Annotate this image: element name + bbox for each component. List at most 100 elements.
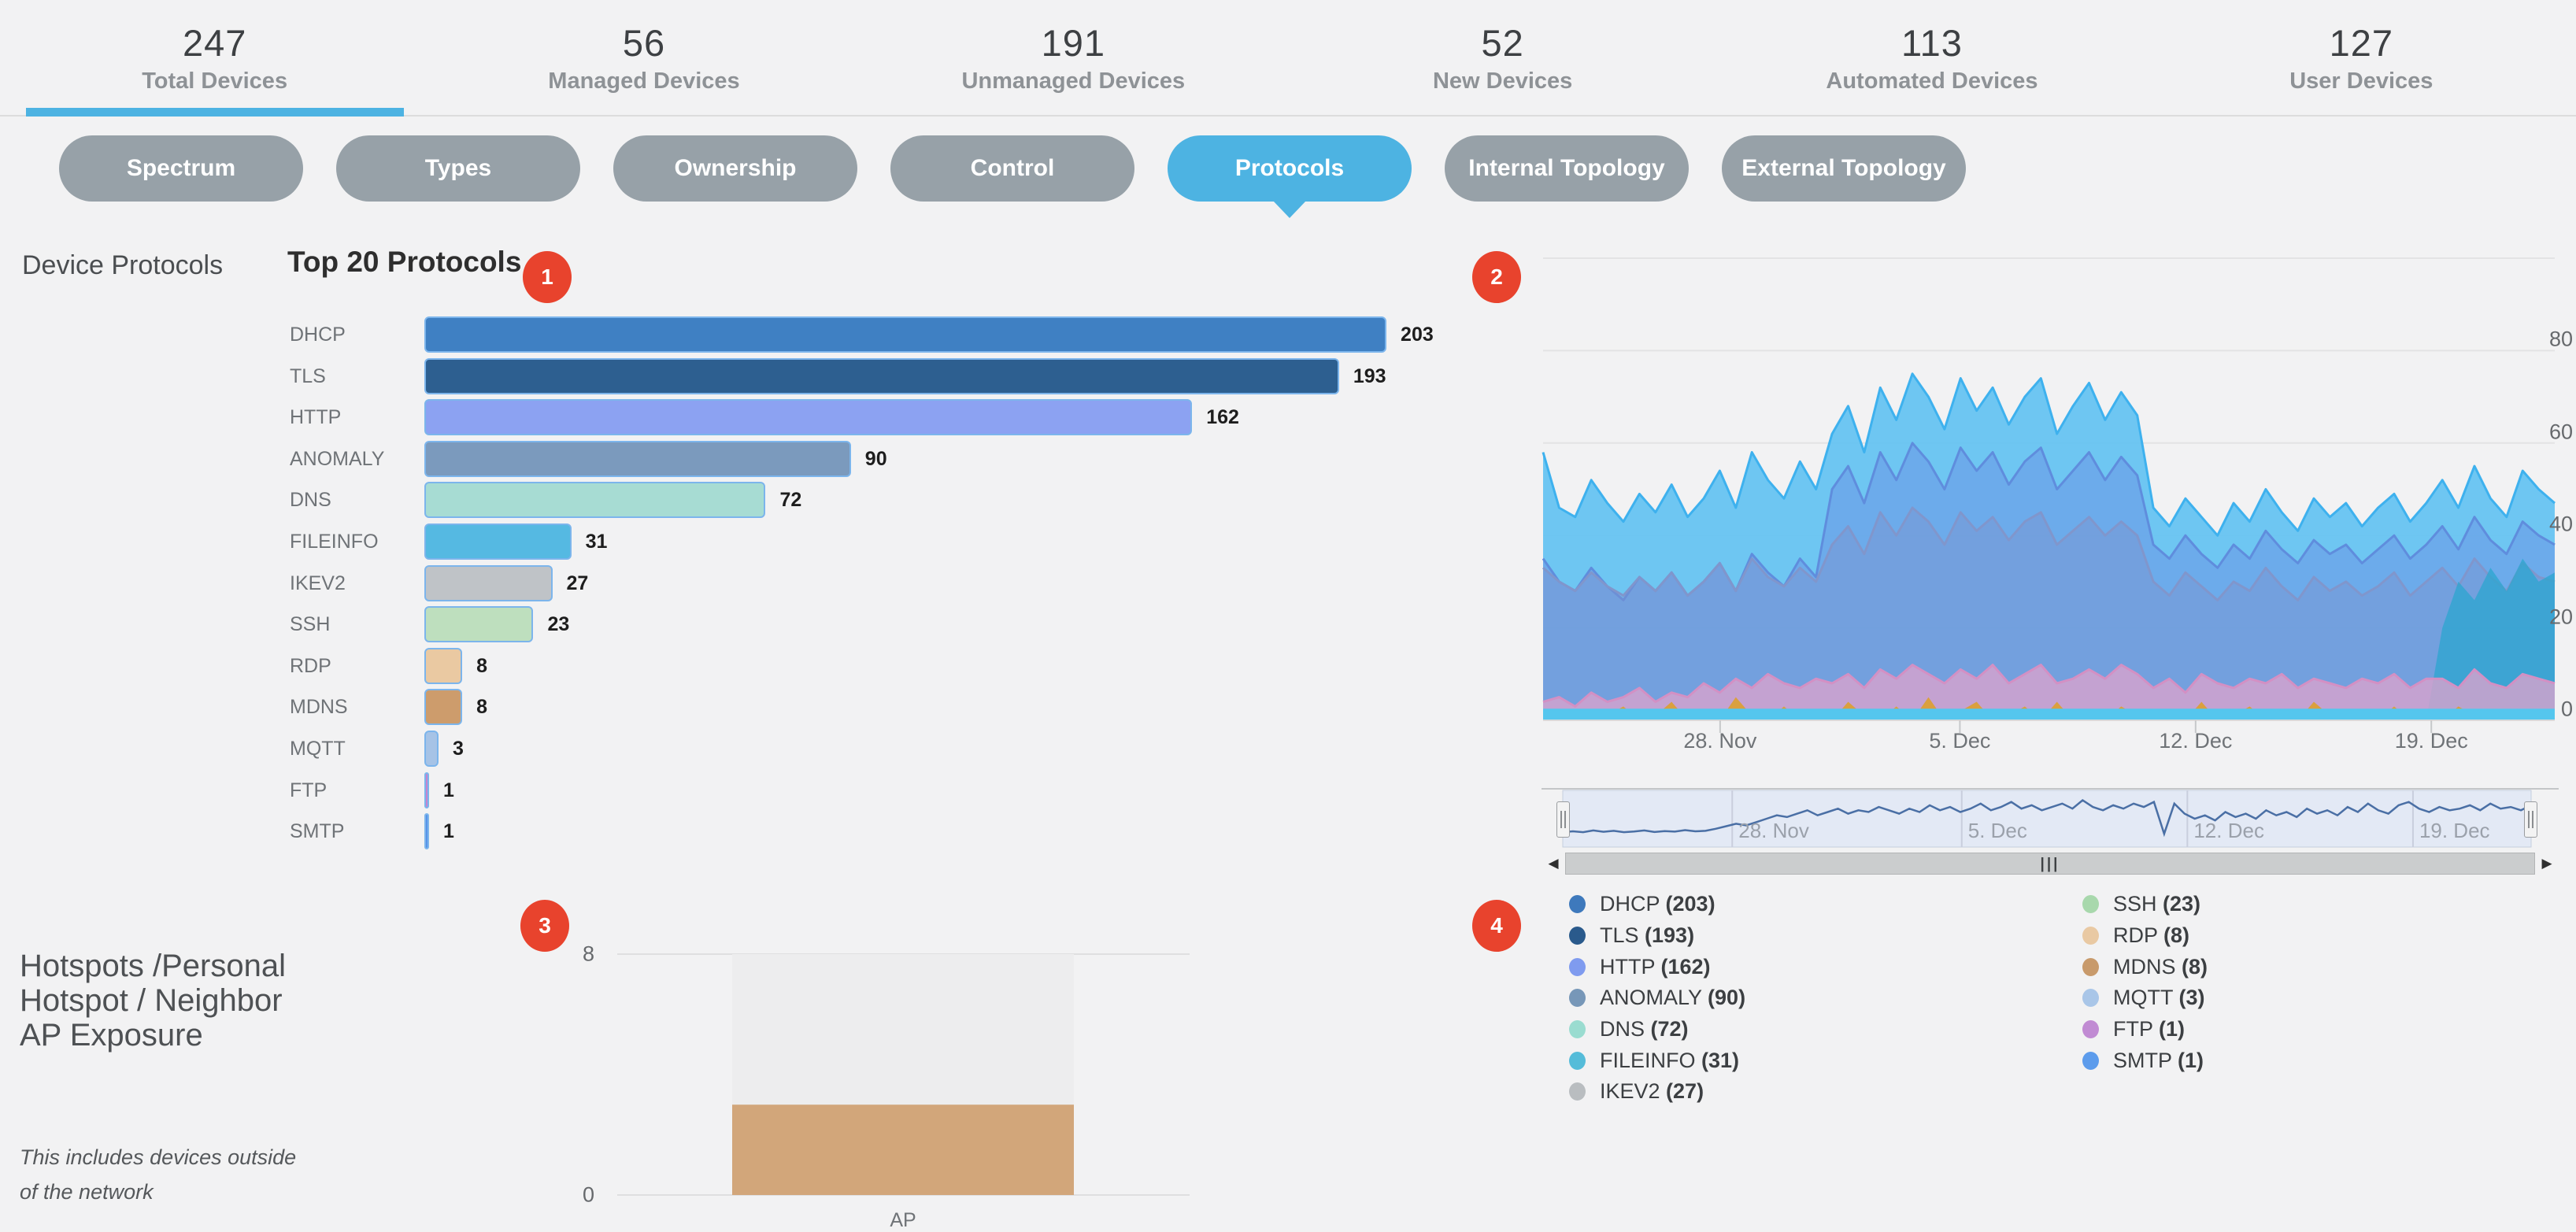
bar-ikev2[interactable] — [424, 564, 553, 601]
legend-label-smtp: SMTP (1) — [2113, 1048, 2204, 1072]
area-series-fileinfo-activity[interactable] — [1543, 708, 2555, 720]
legend-item-ikev2[interactable]: IKEV2 (27) — [1569, 1076, 1745, 1108]
area-y-tick-40: 40 — [2548, 512, 2573, 536]
bar-label-mdns: MDNS — [290, 696, 348, 719]
bar-anomaly[interactable] — [424, 440, 851, 477]
bar-label-tls: TLS — [290, 364, 326, 387]
bar-rdp[interactable] — [424, 647, 463, 684]
legend-item-rdp[interactable]: RDP (8) — [2082, 920, 2208, 952]
legend-item-smtp[interactable]: SMTP (1) — [2082, 1045, 2208, 1076]
bar-value-dhcp: 203 — [1401, 324, 1434, 346]
area-series-anomaly-activity[interactable] — [1543, 664, 2555, 720]
bar-label-rdp: RDP — [290, 654, 331, 677]
legend-label-fileinfo: FILEINFO (31) — [1600, 1048, 1740, 1072]
stat-label: Automated Devices — [1826, 68, 2038, 94]
stat-automated-devices[interactable]: 113 Automated Devices — [1717, 0, 2146, 115]
legend-item-fileinfo[interactable]: FILEINFO (31) — [1569, 1045, 1745, 1076]
navigator-handle-right[interactable] — [2524, 801, 2537, 838]
bar-smtp[interactable] — [424, 813, 430, 850]
legend-label-dhcp: DHCP (203) — [1600, 892, 1715, 916]
bar-label-dns: DNS — [290, 489, 331, 512]
stats-bar: 247 Total Devices 56 Managed Devices 191 Unma… — [0, 0, 2576, 117]
bar-label-smtp: SMTP — [290, 820, 345, 843]
area-series-dhcp-activity[interactable] — [1543, 442, 2555, 720]
legend-item-dhcp[interactable]: DHCP (203) — [1569, 889, 1745, 920]
annotation-marker-2: 2 — [1472, 251, 1521, 303]
bar-dns[interactable] — [424, 482, 766, 519]
navigator-date-19-dec: 19. Dec — [2419, 819, 2490, 842]
tab-spectrum[interactable]: Spectrum — [59, 135, 303, 202]
stat-new-devices[interactable]: 52 New Devices — [1288, 0, 1717, 115]
stat-label: Managed Devices — [548, 68, 740, 94]
legend-item-tls[interactable]: TLS (193) — [1569, 920, 1745, 952]
bar-label-http: HTTP — [290, 406, 342, 429]
area-x-tick-28-nov: 28. Nov — [1683, 729, 1757, 753]
hotspot-exposure-chart[interactable] — [606, 945, 1205, 1212]
stat-value: 52 — [1481, 21, 1524, 64]
bar-value-rdp: 8 — [476, 654, 488, 677]
legend-item-mqtt[interactable]: MQTT (3) — [2082, 982, 2208, 1014]
bar-ftp[interactable] — [424, 771, 430, 808]
navigator-handle-left[interactable] — [1556, 801, 1570, 838]
tab-ownership[interactable]: Ownership — [613, 135, 857, 202]
legend-dot-mqtt — [2082, 989, 2099, 1008]
legend-dot-smtp — [2082, 1051, 2099, 1070]
legend-dot-http — [1569, 957, 1586, 976]
stat-value: 247 — [182, 21, 247, 64]
tab-control[interactable]: Control — [890, 135, 1134, 202]
area-x-tick-12-dec: 12. Dec — [2159, 729, 2233, 753]
legend-item-ssh[interactable]: SSH (23) — [2082, 889, 2208, 920]
tab-protocols[interactable]: Protocols — [1168, 135, 1412, 202]
legend-label-ssh: SSH (23) — [2113, 892, 2201, 916]
legend-dot-ikev2 — [1569, 1082, 1586, 1101]
scrollbar-right-arrow-icon[interactable]: ▶ — [2541, 856, 2552, 871]
scrollbar-grip-icon[interactable]: ||| — [2040, 855, 2060, 872]
hotspot-section-note: This includes devices outside of the net… — [20, 1145, 297, 1204]
stat-total-devices[interactable]: 247 Total Devices — [0, 0, 429, 117]
bar-mdns[interactable] — [424, 689, 463, 726]
bar-value-fileinfo: 31 — [585, 531, 608, 553]
stat-label: New Devices — [1432, 68, 1573, 94]
bar-value-mdns: 8 — [476, 696, 488, 719]
bar-label-ssh: SSH — [290, 613, 331, 636]
bar-dhcp[interactable] — [424, 316, 1387, 353]
stat-managed-devices[interactable]: 56 Managed Devices — [429, 0, 858, 115]
ap-exposure-bar[interactable] — [732, 1104, 1074, 1195]
bar-fileinfo[interactable] — [424, 524, 572, 560]
protocol-legend-col-2: SSH (23) RDP (8) MDNS (8) MQTT (3) FTP (1) SM… — [2082, 889, 2208, 1076]
scrollbar-left-arrow-icon[interactable]: ◀ — [1548, 856, 1559, 871]
bar-value-ftp: 1 — [443, 779, 454, 801]
legend-item-ftp[interactable]: FTP (1) — [2082, 1014, 2208, 1045]
tab-external-topology[interactable]: External Topology — [1722, 135, 1966, 202]
legend-item-dns[interactable]: DNS (72) — [1569, 1014, 1745, 1045]
scrollbar-track[interactable]: ||| — [1565, 853, 2535, 875]
stat-value: 56 — [622, 21, 666, 64]
bar-tls[interactable] — [424, 357, 1339, 394]
stat-unmanaged-devices[interactable]: 191 Unmanaged Devices — [859, 0, 1288, 115]
range-navigator[interactable] — [1542, 787, 2559, 850]
legend-dot-tls — [1569, 927, 1586, 945]
bar-http[interactable] — [424, 399, 1193, 436]
tab-types[interactable]: Types — [336, 135, 580, 202]
stat-label: Total Devices — [142, 68, 288, 94]
area-y-tick-80: 80 — [2548, 327, 2573, 351]
view-tabs: Spectrum Types Ownership Control Protocols In… — [59, 135, 1966, 202]
area-y-tick-0: 0 — [2560, 697, 2573, 721]
legend-item-mdns[interactable]: MDNS (8) — [2082, 951, 2208, 982]
tab-internal-topology[interactable]: Internal Topology — [1445, 135, 1689, 202]
hotspot-x-label: AP — [890, 1209, 916, 1231]
bar-value-anomaly: 90 — [864, 447, 887, 470]
bar-label-ftp: FTP — [290, 779, 328, 801]
area-series-tls-activity[interactable] — [1543, 508, 2555, 720]
bar-ssh[interactable] — [424, 606, 534, 643]
hotspot-y-tick-8: 8 — [582, 942, 594, 966]
legend-label-mqtt: MQTT (3) — [2113, 986, 2205, 1010]
legend-item-http[interactable]: HTTP (162) — [1569, 951, 1745, 982]
bar-mqtt[interactable] — [424, 731, 439, 767]
hotspot-y-tick-0: 0 — [582, 1182, 594, 1207]
protocol-activity-chart[interactable] — [1542, 248, 2559, 736]
legend-label-rdp: RDP (8) — [2113, 923, 2190, 948]
stat-user-devices[interactable]: 127 User Devices — [2147, 0, 2576, 115]
legend-item-anomaly[interactable]: ANOMALY (90) — [1569, 982, 1745, 1014]
